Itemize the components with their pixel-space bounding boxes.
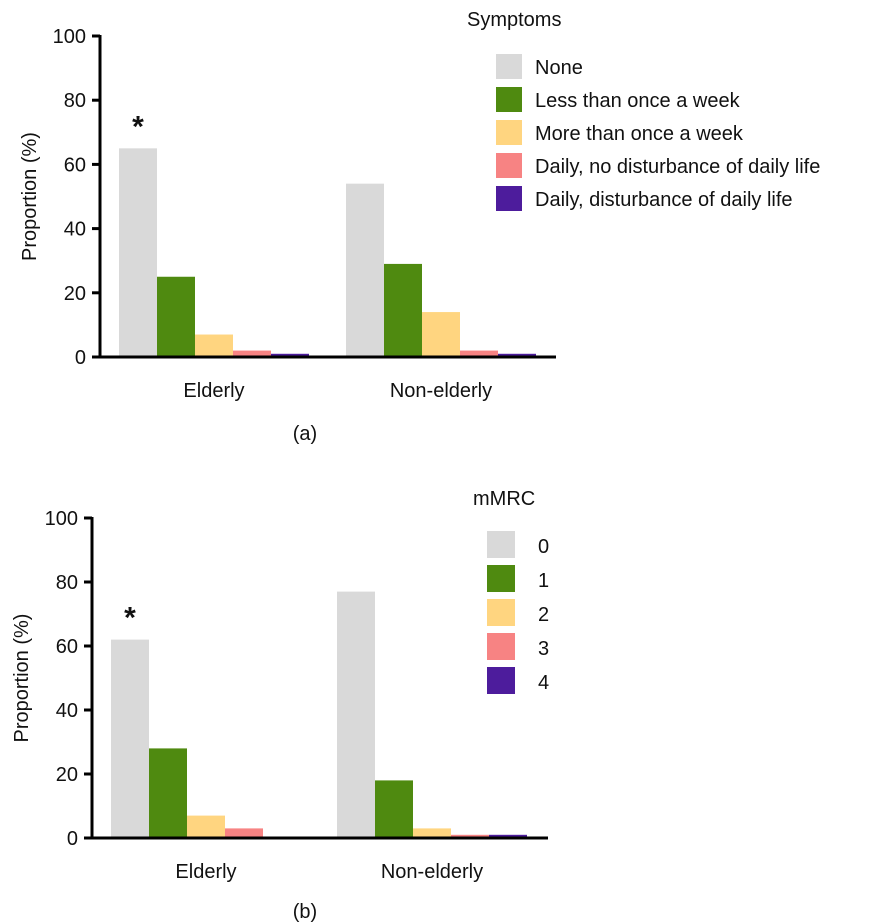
- bar-elderly-series-0: [111, 639, 149, 838]
- legend-entry: More than once a week: [535, 123, 744, 145]
- significance-asterisk: *: [132, 110, 144, 143]
- bar-non-elderly-series-3: [451, 834, 489, 838]
- y-tick-label: 100: [45, 508, 78, 530]
- chart-panel-a: 0 20 40 60 80 100 Elderly Non-elderly Proportion…: [19, 9, 820, 445]
- bar-non-elderly-series-3: [460, 350, 498, 357]
- legend-entry: 4: [538, 672, 549, 694]
- x-category-label: Elderly: [175, 861, 236, 883]
- legend-entry: 2: [538, 604, 549, 626]
- x-category-label: Non-elderly: [390, 380, 492, 402]
- y-tick-label: 0: [67, 828, 78, 850]
- legend-entry: Daily, no disturbance of daily life: [535, 156, 820, 178]
- legend-swatch: [487, 565, 515, 592]
- y-tick-label: 20: [56, 764, 78, 786]
- legend-swatch: [496, 87, 522, 112]
- legend-swatch: [496, 120, 522, 145]
- y-axis-title: Proportion (%): [11, 614, 33, 743]
- legend-swatch: [487, 599, 515, 626]
- bar-non-elderly-series-4: [498, 353, 536, 357]
- legend-entry: 1: [538, 570, 549, 592]
- bar-non-elderly-series-1: [384, 263, 422, 357]
- bar-elderly-series-3: [233, 350, 271, 357]
- legend-swatch: [487, 633, 515, 660]
- bar-elderly-series-1: [149, 748, 187, 838]
- bar-non-elderly-series-1: [375, 780, 413, 838]
- bar-elderly-series-3: [225, 828, 263, 838]
- significance-asterisk: *: [124, 602, 136, 635]
- legend-entry: Less than once a week: [535, 90, 741, 112]
- legend-entry: 3: [538, 638, 549, 660]
- legend-title: Symptoms: [467, 9, 561, 31]
- legend-title: mMRC: [473, 488, 535, 510]
- y-tick-label: 60: [56, 636, 78, 658]
- bar-non-elderly-series-4: [489, 834, 527, 838]
- y-tick-label: 80: [56, 572, 78, 594]
- legend-entry: 0: [538, 536, 549, 558]
- y-tick-label: 80: [64, 90, 86, 112]
- bar-elderly-series-2: [187, 815, 225, 838]
- y-axis-title: Proportion (%): [19, 132, 41, 261]
- legend-swatch: [487, 667, 515, 694]
- legend-entry: None: [535, 57, 583, 79]
- bar-elderly-series-2: [195, 334, 233, 357]
- bar-elderly-series-4: [271, 353, 309, 357]
- bar-non-elderly-series-2: [413, 828, 451, 838]
- bar-elderly-series-0: [119, 148, 157, 357]
- y-tick-label: 60: [64, 154, 86, 176]
- legend-swatch: [496, 153, 522, 178]
- legend-swatch: [487, 531, 515, 558]
- x-category-label: Elderly: [183, 380, 244, 402]
- bar-non-elderly-series-2: [422, 312, 460, 357]
- bar-non-elderly-series-0: [346, 183, 384, 357]
- panel-label: (a): [293, 423, 317, 445]
- panel-label: (b): [293, 901, 317, 922]
- legend-swatch: [496, 54, 522, 79]
- legend-entry: Daily, disturbance of daily life: [535, 189, 793, 211]
- x-category-label: Non-elderly: [381, 861, 483, 883]
- y-tick-label: 0: [75, 347, 86, 369]
- legend-swatch: [496, 186, 522, 211]
- y-tick-label: 20: [64, 283, 86, 305]
- bar-elderly-series-1: [157, 276, 195, 357]
- y-tick-label: 40: [64, 219, 86, 241]
- y-tick-label: 100: [53, 26, 86, 48]
- bar-non-elderly-series-0: [337, 591, 375, 838]
- y-tick-label: 40: [56, 700, 78, 722]
